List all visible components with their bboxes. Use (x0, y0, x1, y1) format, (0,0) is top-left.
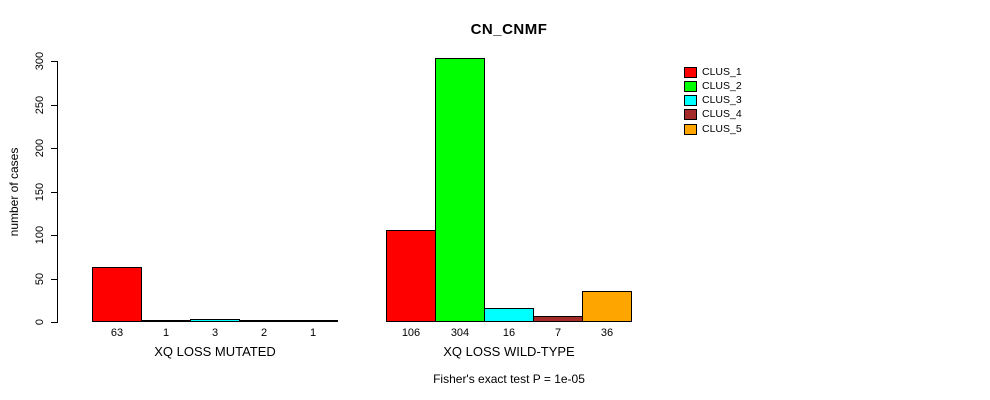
bar-clus_2-group1 (141, 320, 191, 322)
bar-value-label: 106 (401, 327, 421, 339)
y-tick-label: 150 (34, 182, 46, 202)
bar-clus_1-group1 (92, 267, 142, 322)
bar-value-label: 1 (162, 327, 170, 339)
y-tick-mark (51, 105, 57, 106)
y-tick-mark (51, 148, 57, 149)
legend-swatch-clus_1 (684, 67, 697, 78)
bar-clus_1-group2 (386, 230, 436, 322)
y-tick-mark (51, 61, 57, 62)
y-tick-label: 300 (34, 51, 46, 71)
legend-label-clus_1: CLUS_1 (702, 66, 742, 78)
y-axis-label: number of cases (7, 147, 21, 237)
bar-clus_3-group1 (190, 319, 240, 322)
bar-value-label: 36 (600, 327, 614, 339)
bar-clus_5-group2 (582, 291, 632, 322)
legend-swatch-clus_4 (684, 109, 697, 120)
y-tick-mark (51, 192, 57, 193)
bar-clus_4-group1 (239, 320, 289, 322)
y-tick-label: 250 (34, 95, 46, 115)
bar-value-label: 1 (309, 327, 317, 339)
y-tick-mark (51, 235, 57, 236)
group-label-xq-loss-mutated: XQ LOSS MUTATED (154, 344, 276, 359)
legend-label-clus_3: CLUS_3 (702, 94, 742, 106)
fisher-test-annotation: Fisher's exact test P = 1e-05 (433, 372, 585, 386)
y-tick-mark (51, 322, 57, 323)
y-tick-label: 0 (34, 318, 46, 326)
legend-swatch-clus_5 (684, 124, 697, 135)
y-tick-label: 50 (34, 272, 46, 286)
bar-value-label: 16 (502, 327, 516, 339)
bar-value-label: 304 (450, 327, 470, 339)
legend-label-clus_4: CLUS_4 (702, 108, 742, 120)
legend-swatch-clus_3 (684, 95, 697, 106)
bar-clus_3-group2 (484, 308, 534, 322)
y-tick-label: 100 (34, 225, 46, 245)
legend-swatch-clus_2 (684, 81, 697, 92)
y-axis-line (57, 61, 58, 323)
group-label-xq-loss-wild-type: XQ LOSS WILD-TYPE (443, 344, 575, 359)
chart-title: CN_CNMF (470, 21, 548, 38)
bar-value-label: 2 (260, 327, 268, 339)
bar-clus_5-group1 (288, 320, 338, 322)
bar-value-label: 63 (110, 327, 124, 339)
y-tick-label: 200 (34, 138, 46, 158)
legend-label-clus_5: CLUS_5 (702, 123, 742, 135)
y-tick-mark (51, 279, 57, 280)
bar-clus_2-group2 (435, 58, 485, 322)
bar-value-label: 7 (554, 327, 562, 339)
bar-clus_4-group2 (533, 316, 583, 322)
legend-label-clus_2: CLUS_2 (702, 80, 742, 92)
bar-value-label: 3 (211, 327, 219, 339)
